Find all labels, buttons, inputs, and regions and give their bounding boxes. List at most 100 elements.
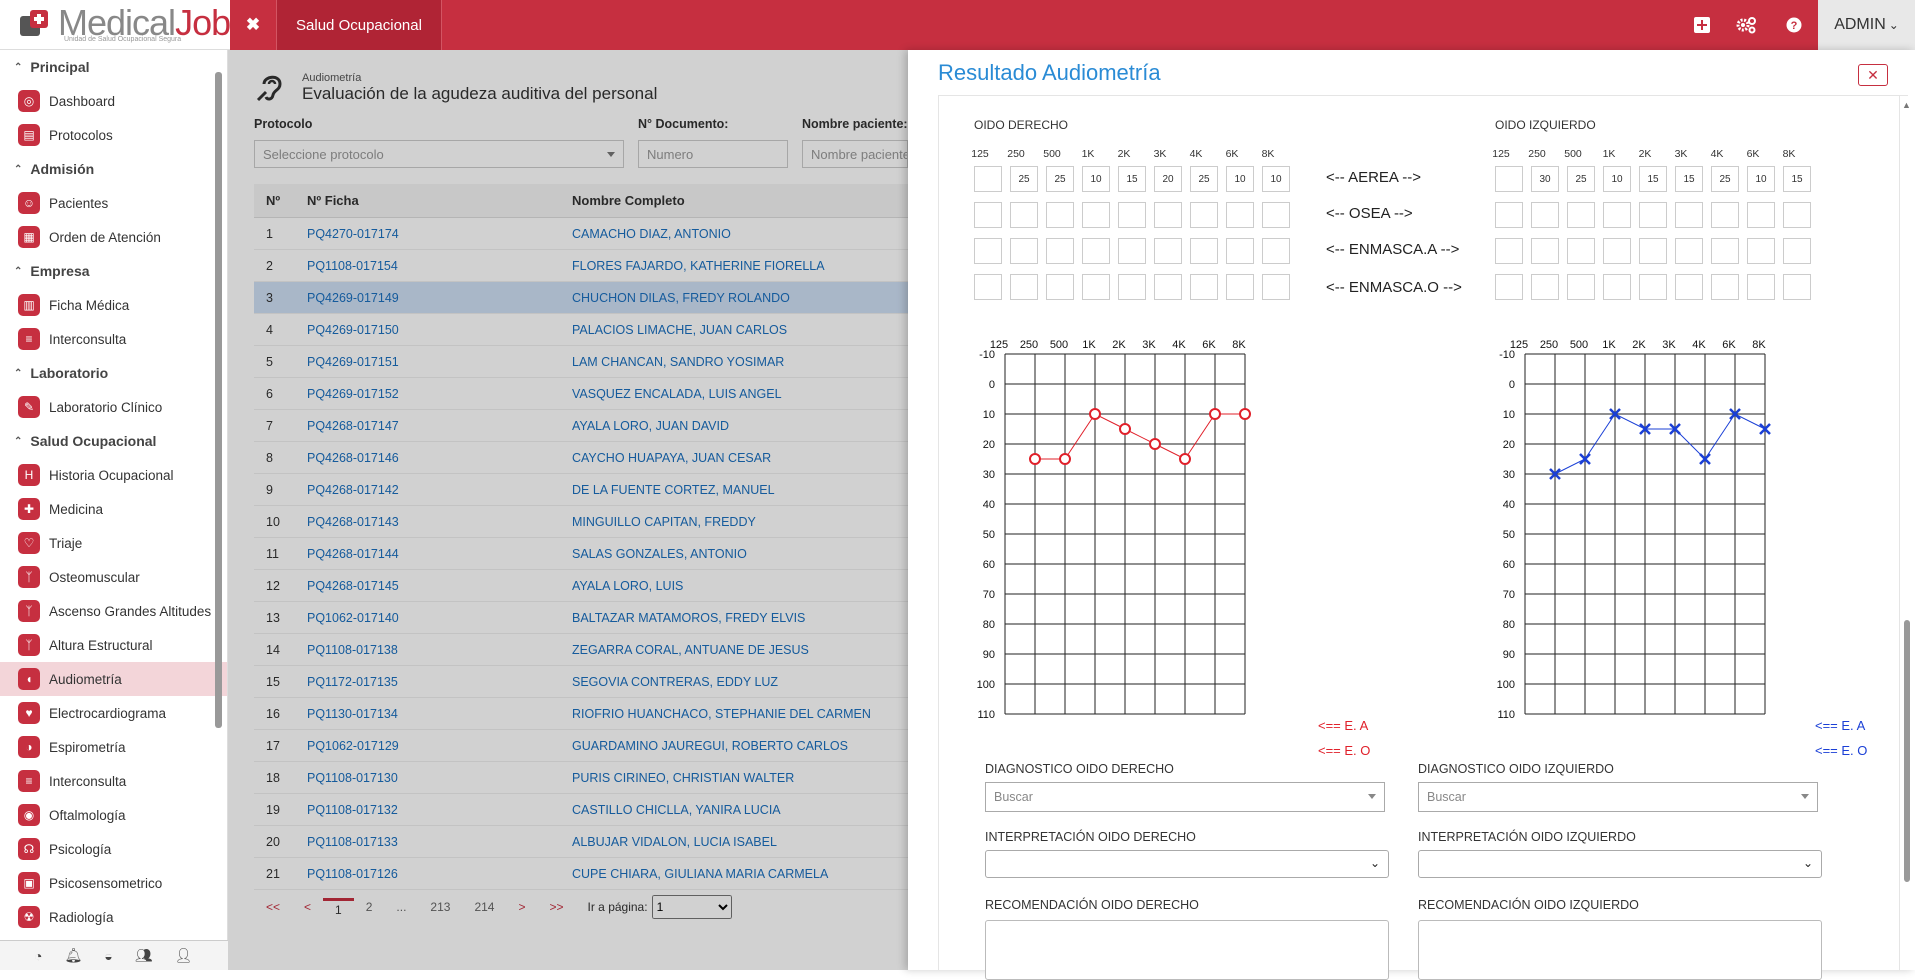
row-patient-name[interactable]: AYALA LORO, JUAN DAVID	[572, 418, 729, 433]
left-threshold-input[interactable]	[1495, 202, 1523, 228]
sidebar-scrollbar[interactable]	[215, 72, 222, 728]
table-row[interactable]: 3 PQ4269-017149 CHUCHON DILAS, FREDY ROLAN…	[254, 282, 914, 314]
table-row[interactable]: 17 PQ1062-017129 GUARDAMINO JAUREGUI, ROBE…	[254, 730, 914, 762]
left-threshold-input[interactable]	[1639, 202, 1667, 228]
row-patient-name[interactable]: VASQUEZ ENCALADA, LUIS ANGEL	[572, 386, 782, 401]
goto-page-select[interactable]: 1	[651, 895, 732, 919]
sidebar-item-4-9[interactable]: ≡ Interconsulta	[0, 764, 227, 798]
sidebar-item-4-5[interactable]: ᛉ Altura Estructural	[0, 628, 227, 662]
row-patient-name[interactable]: ALBUJAR VIDALON, LUCIA ISABEL	[572, 834, 777, 849]
gears-icon[interactable]	[1724, 0, 1768, 50]
table-row[interactable]: 1 PQ4270-017174 CAMACHO DIAZ, ANTONIO	[254, 218, 914, 250]
row-patient-name[interactable]: CASTILLO CHICLLA, YANIRA LUCIA	[572, 802, 781, 817]
table-row[interactable]: 10 PQ4268-017143 MINGUILLO CAPITAN, FREDDY	[254, 506, 914, 538]
row-ficha-link[interactable]: PQ1108-017132	[307, 802, 398, 817]
row-ficha-link[interactable]: PQ4270-017174	[307, 226, 399, 241]
right-threshold-input[interactable]	[1154, 202, 1182, 228]
left-threshold-input[interactable]: 25	[1711, 166, 1739, 192]
row-ficha-link[interactable]: PQ1108-017138	[307, 642, 398, 657]
row-ficha-link[interactable]: PQ1108-017130	[307, 770, 398, 785]
left-threshold-input[interactable]	[1531, 238, 1559, 264]
row-patient-name[interactable]: GUARDAMINO JAUREGUI, ROBERTO CARLOS	[572, 738, 848, 753]
right-threshold-input[interactable]	[1262, 202, 1290, 228]
right-threshold-input[interactable]	[1046, 202, 1074, 228]
left-threshold-input[interactable]: 15	[1675, 166, 1703, 192]
right-threshold-input[interactable]: 10	[1082, 166, 1110, 192]
first-page-link[interactable]: <<	[266, 900, 281, 914]
sidebar-item-4-12[interactable]: ▣ Psicosensometrico	[0, 866, 227, 900]
left-threshold-input[interactable]: 25	[1567, 166, 1595, 192]
page-link-213[interactable]: 213	[430, 900, 451, 914]
right-threshold-input[interactable]	[1082, 274, 1110, 300]
diag-left-search[interactable]: Buscar	[1418, 782, 1818, 812]
module-tab[interactable]: Salud Ocupacional	[276, 0, 442, 50]
left-threshold-input[interactable]	[1567, 274, 1595, 300]
sidebar-section-0[interactable]: ⌃ Principal	[0, 50, 227, 84]
row-patient-name[interactable]: ZEGARRA CORAL, ANTUANE DE JESUS	[572, 642, 809, 657]
right-threshold-input[interactable]	[974, 238, 1002, 264]
diag-right-search[interactable]: Buscar	[985, 782, 1385, 812]
app-logo[interactable]: MedicalJob Unidad de Salud Ocupacional S…	[0, 0, 231, 50]
left-threshold-input[interactable]	[1495, 238, 1523, 264]
sidebar-item-4-0[interactable]: H Historia Ocupacional	[0, 458, 227, 492]
sidebar-item-4-10[interactable]: ◉ Oftalmología	[0, 798, 227, 832]
row-patient-name[interactable]: FLORES FAJARDO, KATHERINE FIORELLA	[572, 258, 825, 273]
right-threshold-input[interactable]	[974, 274, 1002, 300]
right-threshold-input[interactable]	[1118, 238, 1146, 264]
table-row[interactable]: 16 PQ1130-017134 RIOFRIO HUANCHACO, STEPHA…	[254, 698, 914, 730]
left-threshold-input[interactable]	[1783, 202, 1811, 228]
dashboard-meter-icon[interactable]: ◔	[34, 947, 43, 964]
left-threshold-input[interactable]	[1495, 166, 1523, 192]
left-threshold-input[interactable]: 15	[1783, 166, 1811, 192]
row-ficha-link[interactable]: PQ4269-017150	[307, 322, 399, 337]
next-page-link[interactable]: >	[518, 900, 526, 914]
right-threshold-input[interactable]	[1190, 202, 1218, 228]
row-ficha-link[interactable]: PQ1108-017133	[307, 834, 398, 849]
left-threshold-input[interactable]	[1495, 274, 1523, 300]
right-threshold-input[interactable]	[1082, 202, 1110, 228]
table-row[interactable]: 12 PQ4268-017145 AYALA LORO, LUIS	[254, 570, 914, 602]
right-threshold-input[interactable]	[1262, 238, 1290, 264]
protocol-select[interactable]: Seleccione protocolo	[254, 140, 624, 168]
left-threshold-input[interactable]	[1603, 202, 1631, 228]
row-patient-name[interactable]: LAM CHANCAN, SANDRO YOSIMAR	[572, 354, 785, 369]
row-patient-name[interactable]: PALACIOS LIMACHE, JUAN CARLOS	[572, 322, 788, 337]
left-threshold-input[interactable]	[1603, 274, 1631, 300]
sidebar-item-0-0[interactable]: ◎ Dashboard	[0, 84, 227, 118]
right-threshold-input[interactable]	[1190, 238, 1218, 264]
right-threshold-input[interactable]	[974, 202, 1002, 228]
name-input[interactable]: Nombre paciente	[802, 140, 908, 168]
right-threshold-input[interactable]: 25	[1046, 166, 1074, 192]
sidebar-item-4-8[interactable]: ◑ Espirometría	[0, 730, 227, 764]
left-threshold-input[interactable]: 10	[1747, 166, 1775, 192]
right-threshold-input[interactable]: 25	[1190, 166, 1218, 192]
sidebar-item-4-2[interactable]: ♡ Triaje	[0, 526, 227, 560]
doc-input[interactable]: Numero	[638, 140, 788, 168]
column-header[interactable]: Nº	[266, 193, 281, 208]
table-row[interactable]: 14 PQ1108-017138 ZEGARRA CORAL, ANTUANE DE…	[254, 634, 914, 666]
left-threshold-input[interactable]	[1747, 202, 1775, 228]
row-patient-name[interactable]: SALAS GONZALES, ANTONIO	[572, 546, 747, 561]
sidebar-item-4-11[interactable]: ☊ Psicología	[0, 832, 227, 866]
left-threshold-input[interactable]	[1675, 274, 1703, 300]
table-row[interactable]: 11 PQ4268-017144 SALAS GONZALES, ANTONIO	[254, 538, 914, 570]
left-threshold-input[interactable]	[1639, 238, 1667, 264]
right-threshold-input[interactable]	[1226, 202, 1254, 228]
sidebar-section-2[interactable]: ⌃ Empresa	[0, 254, 227, 288]
right-threshold-input[interactable]: 25	[1010, 166, 1038, 192]
sidebar-section-4[interactable]: ⌃ Salud Ocupacional	[0, 424, 227, 458]
page-link-2[interactable]: 2	[365, 900, 373, 914]
row-ficha-link[interactable]: PQ4268-017147	[307, 418, 399, 433]
row-patient-name[interactable]: CHUCHON DILAS, FREDY ROLANDO	[572, 290, 790, 305]
row-ficha-link[interactable]: PQ1172-017135	[307, 674, 398, 689]
table-row[interactable]: 2 PQ1108-017154 FLORES FAJARDO, KATHERINE …	[254, 250, 914, 282]
left-threshold-input[interactable]	[1711, 238, 1739, 264]
users-icon[interactable]: 👥︎	[134, 947, 153, 963]
row-ficha-link[interactable]: PQ1062-017129	[307, 738, 399, 753]
sidebar-item-4-1[interactable]: ✚ Medicina	[0, 492, 227, 526]
column-header[interactable]: Nº Ficha	[307, 193, 359, 208]
left-threshold-input[interactable]: 30	[1531, 166, 1559, 192]
right-threshold-input[interactable]	[1118, 274, 1146, 300]
row-ficha-link[interactable]: PQ1130-017134	[307, 706, 398, 721]
table-row[interactable]: 19 PQ1108-017132 CASTILLO CHICLLA, YANIRA …	[254, 794, 914, 826]
